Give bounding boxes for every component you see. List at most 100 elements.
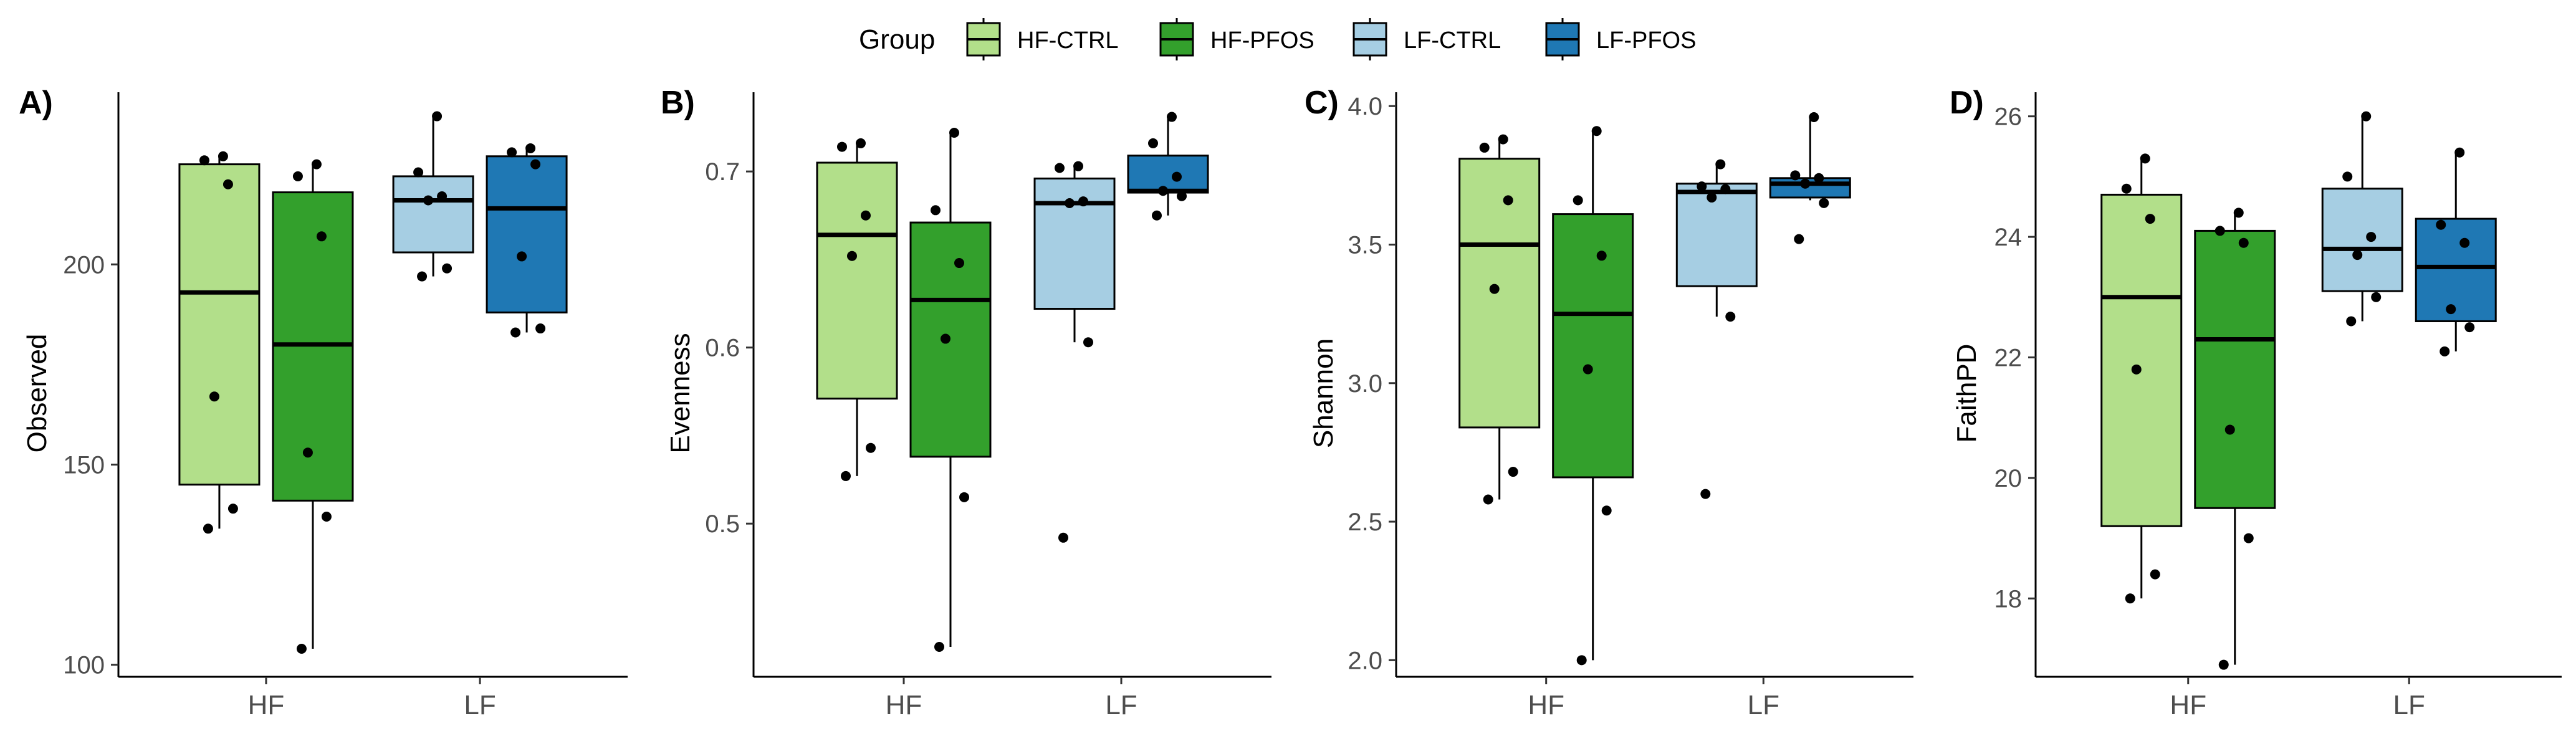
data-point xyxy=(949,127,959,138)
data-point xyxy=(1177,191,1187,201)
panel-tag: B) xyxy=(661,85,695,121)
panel-tag: A) xyxy=(19,85,53,121)
x-tick-label: LF xyxy=(1748,690,1779,720)
data-point xyxy=(1489,284,1500,294)
data-point xyxy=(1809,112,1819,123)
x-tick-label: LF xyxy=(1105,690,1137,720)
panel-tag: D) xyxy=(1950,85,1984,121)
x-tick-label: LF xyxy=(2393,690,2425,720)
data-point xyxy=(1058,532,1069,543)
data-point xyxy=(227,504,238,514)
y-tick-label: 100 xyxy=(63,652,105,679)
data-point xyxy=(2233,208,2244,218)
data-point xyxy=(1503,195,1513,206)
data-point xyxy=(316,231,327,242)
y-axis-title: Observed xyxy=(22,334,52,453)
chart-panel-d: 18 20 22 24 26 HF LF FaithPD D) xyxy=(1950,85,2562,720)
y-tick-label: 3.0 xyxy=(1348,370,1382,398)
chart-panel-a: 100 150 200 HF LF Observed A) xyxy=(19,85,628,720)
data-point xyxy=(1720,184,1731,194)
y-axis-title: FaithPD xyxy=(1951,344,1982,443)
data-point xyxy=(302,447,313,458)
data-point xyxy=(199,155,209,166)
data-point xyxy=(930,205,941,216)
data-point xyxy=(1148,138,1159,148)
y-tick-label: 0.6 xyxy=(705,335,740,362)
legend-item: LF-CTRL xyxy=(1353,18,1501,60)
x-tick-label: HF xyxy=(2170,690,2206,720)
data-point xyxy=(2131,364,2142,375)
data-point xyxy=(2440,346,2450,356)
data-point xyxy=(535,323,546,334)
data-point xyxy=(1055,163,1065,173)
data-point xyxy=(2150,569,2160,580)
data-point xyxy=(1508,467,1518,477)
x-tick-label: LF xyxy=(464,690,496,720)
data-point xyxy=(417,271,428,282)
box-lf-ctrl xyxy=(1033,161,1116,543)
data-point xyxy=(437,191,448,202)
data-point xyxy=(2125,593,2135,604)
legend-title: Group xyxy=(859,24,935,55)
data-point xyxy=(2342,171,2353,182)
data-point xyxy=(530,159,541,170)
box-hf-pfos xyxy=(909,127,992,652)
data-point xyxy=(860,210,871,221)
data-point xyxy=(2352,250,2363,260)
data-point xyxy=(1800,178,1811,189)
data-point xyxy=(1152,210,1162,221)
box-body xyxy=(2194,229,2276,509)
box-body xyxy=(486,155,568,313)
data-point xyxy=(311,159,322,170)
data-point xyxy=(1172,171,1182,182)
y-axis-title: Evenness xyxy=(665,333,696,453)
x-tick-label: HF xyxy=(248,690,285,720)
data-point xyxy=(1596,251,1607,261)
data-point xyxy=(517,251,527,262)
data-point xyxy=(1591,126,1602,136)
data-point xyxy=(1707,192,1717,203)
data-point xyxy=(1158,186,1169,196)
box-lf-pfos xyxy=(1769,112,1851,244)
data-point xyxy=(865,442,876,453)
data-point xyxy=(934,641,944,652)
data-point xyxy=(1601,505,1612,516)
data-point xyxy=(1715,159,1726,170)
data-point xyxy=(292,171,303,181)
chart-panel-b: 0.5 0.6 0.7 HF LF Evenness B) xyxy=(661,85,1271,720)
data-point xyxy=(1083,337,1094,348)
data-point xyxy=(321,512,332,522)
box-body xyxy=(1458,158,1541,429)
box-lf-pfos xyxy=(1127,112,1209,221)
box-body xyxy=(2321,188,2403,292)
box-body xyxy=(816,161,898,400)
y-tick-label: 200 xyxy=(63,251,105,279)
data-point xyxy=(1573,195,1583,206)
box-hf-ctrl xyxy=(816,138,898,481)
chart-panel-c: 2.0 2.5 3.0 3.5 4.0 HF LF Shannon C) xyxy=(1305,85,1913,720)
data-point xyxy=(2346,316,2357,327)
data-point xyxy=(432,111,443,122)
data-point xyxy=(525,143,536,153)
legend-item: HF-PFOS xyxy=(1159,18,1314,60)
box-body xyxy=(178,163,261,486)
data-point xyxy=(1078,196,1089,207)
box-lf-ctrl xyxy=(1675,159,1758,499)
data-point xyxy=(1819,198,1829,208)
data-point xyxy=(1794,234,1804,244)
data-point xyxy=(940,333,950,344)
legend-label: HF-PFOS xyxy=(1210,27,1314,54)
data-point xyxy=(2454,147,2465,158)
data-point xyxy=(1582,364,1593,375)
y-tick-label: 26 xyxy=(1994,103,2023,131)
data-point xyxy=(1697,181,1707,192)
data-point xyxy=(855,138,866,148)
data-point xyxy=(1167,112,1177,122)
data-point xyxy=(203,523,213,534)
data-point xyxy=(1498,134,1508,145)
data-point xyxy=(846,251,857,261)
legend-label: LF-PFOS xyxy=(1596,27,1696,54)
y-tick-label: 22 xyxy=(1994,344,2023,371)
legend-label: LF-CTRL xyxy=(1404,27,1501,54)
